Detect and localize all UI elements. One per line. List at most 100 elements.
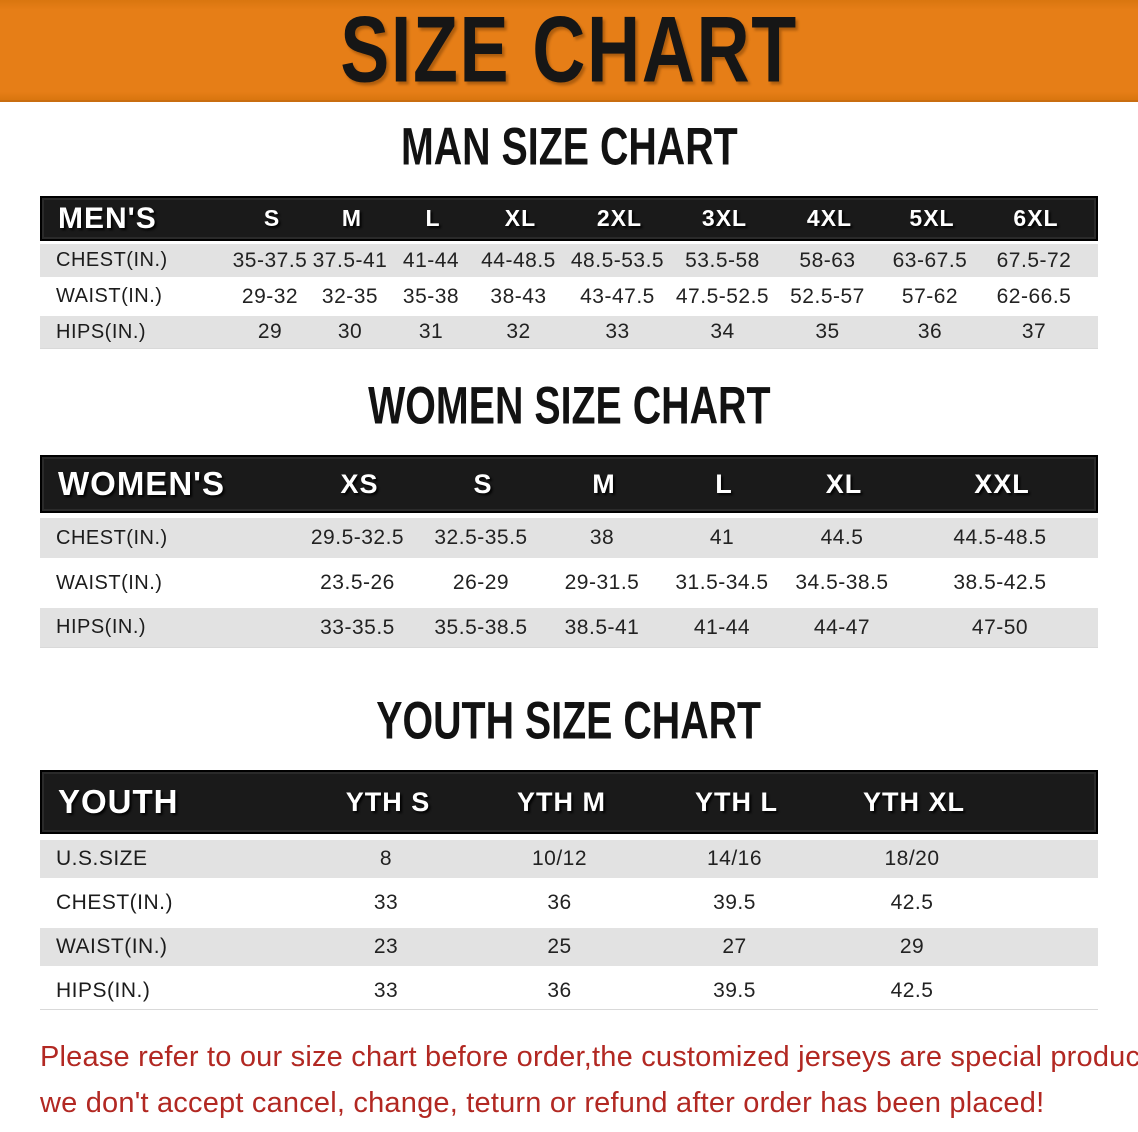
men-size-col-m: M bbox=[341, 205, 363, 231]
cell-value: 43-47.5 bbox=[580, 284, 655, 308]
cell-value: 31 bbox=[418, 320, 444, 343]
cell-value: 27 bbox=[722, 935, 747, 958]
cell-value: 33 bbox=[605, 320, 630, 343]
women-table-header: WOMEN'S XS S M L XL XXL bbox=[40, 455, 1098, 513]
cell-value: 53.5-58 bbox=[685, 248, 760, 272]
cell-value: 39.5 bbox=[713, 891, 756, 914]
cell-value: 18/20 bbox=[884, 847, 940, 870]
cell-value: 35-38 bbox=[402, 284, 460, 308]
youth-size-col-xl: YTH XL bbox=[862, 786, 965, 817]
cell-value: 37 bbox=[1021, 320, 1047, 343]
cell-value: 63-67.5 bbox=[892, 248, 968, 272]
cell-value: 52.5-57 bbox=[790, 284, 865, 308]
footer-notice: Please refer to our size chart before or… bbox=[40, 1034, 1138, 1126]
men-size-col-3xl: 3XL bbox=[701, 205, 748, 231]
cell-value: 29 bbox=[257, 320, 283, 343]
men-corner-label: MEN'S bbox=[58, 201, 157, 235]
row-label: CHEST(IN.) bbox=[56, 891, 173, 914]
cell-value: 44-47 bbox=[813, 615, 871, 639]
cell-value: 39.5 bbox=[713, 978, 756, 1002]
women-heading-text: WOMEN SIZE CHART bbox=[367, 377, 771, 436]
men-size-col-2xl: 2XL bbox=[596, 205, 643, 231]
banner: SIZE CHART bbox=[0, 0, 1138, 102]
youth-section-heading: YOUTH SIZE CHART bbox=[0, 692, 1138, 751]
youth-size-col-s: YTH S bbox=[345, 786, 431, 817]
men-heading-text: MAN SIZE CHART bbox=[400, 118, 738, 177]
youth-size-col-l: YTH L bbox=[695, 786, 778, 817]
cell-value: 10/12 bbox=[531, 847, 588, 870]
cell-value: 48.5-53.5 bbox=[570, 248, 665, 272]
cell-value: 38-43 bbox=[490, 284, 547, 308]
women-size-col-xs: XS bbox=[340, 468, 379, 499]
cell-value: 47.5-52.5 bbox=[675, 284, 770, 308]
youth-ussize-row: U.S.SIZE 8 10/12 14/16 18/20 bbox=[40, 840, 1098, 878]
row-label: WAIST(IN.) bbox=[56, 935, 168, 958]
youth-heading-text: YOUTH SIZE CHART bbox=[376, 692, 762, 751]
row-label: HIPS(IN.) bbox=[56, 616, 147, 638]
women-size-col-l: L bbox=[715, 468, 733, 499]
women-size-col-m: M bbox=[592, 468, 616, 499]
cell-value: 67.5-72 bbox=[996, 248, 1072, 272]
cell-value: 36 bbox=[547, 978, 572, 1002]
cell-value: 36 bbox=[917, 320, 943, 343]
cell-value: 33 bbox=[373, 891, 399, 914]
men-size-col-s: S bbox=[263, 205, 281, 231]
row-label: HIPS(IN.) bbox=[56, 978, 151, 1002]
cell-value: 35-37.5 bbox=[232, 248, 308, 272]
men-size-col-5xl: 5XL bbox=[909, 205, 955, 231]
cell-value: 41-44 bbox=[402, 248, 460, 272]
cell-value: 23 bbox=[373, 935, 399, 958]
cell-value: 14/16 bbox=[706, 847, 763, 870]
women-size-table: WOMEN'S XS S M L XL XXL CHEST(IN.) 29.5-… bbox=[40, 455, 1098, 648]
cell-value: 8 bbox=[379, 847, 393, 870]
cell-value: 44-48.5 bbox=[481, 248, 556, 272]
cell-value: 58-63 bbox=[799, 248, 856, 272]
youth-hips-row: HIPS(IN.) 33 36 39.5 42.5 bbox=[40, 972, 1098, 1010]
cell-value: 35.5-38.5 bbox=[434, 615, 528, 639]
women-size-col-xl: XL bbox=[825, 468, 863, 499]
women-size-col-s: S bbox=[473, 468, 493, 499]
cell-value: 25 bbox=[547, 935, 572, 958]
men-size-col-4xl: 4XL bbox=[806, 205, 853, 231]
women-hips-row: HIPS(IN.) 33-35.5 35.5-38.5 38.5-41 41-4… bbox=[40, 608, 1098, 648]
men-hips-row: HIPS(IN.) 29 30 31 32 33 34 35 36 37 bbox=[40, 316, 1098, 349]
cell-value: 29.5-32.5 bbox=[310, 526, 405, 549]
cell-value: 38.5-42.5 bbox=[953, 571, 1047, 594]
cell-value: 41-44 bbox=[693, 615, 751, 639]
men-size-col-l: L bbox=[425, 205, 441, 231]
cell-value: 62-66.5 bbox=[996, 284, 1072, 308]
cell-value: 29-32 bbox=[241, 284, 299, 308]
cell-value: 33 bbox=[373, 978, 399, 1002]
cell-value: 29 bbox=[899, 935, 925, 958]
row-label: WAIST(IN.) bbox=[56, 285, 163, 307]
men-table-header: MEN'S S M L XL 2XL 3XL 4XL 5XL 6XL bbox=[40, 196, 1098, 241]
page-title: SIZE CHART bbox=[340, 0, 798, 102]
footer-line-1: Please refer to our size chart before or… bbox=[40, 1041, 1138, 1073]
men-chest-row: CHEST(IN.) 35-37.5 37.5-41 41-44 44-48.5… bbox=[40, 244, 1098, 277]
men-section-heading: MAN SIZE CHART bbox=[0, 118, 1138, 177]
cell-value: 47-50 bbox=[971, 615, 1029, 639]
cell-value: 44.5-48.5 bbox=[953, 526, 1047, 549]
men-size-col-xl: XL bbox=[504, 205, 537, 231]
women-waist-row: WAIST(IN.) 23.5-26 26-29 29-31.5 31.5-34… bbox=[40, 563, 1098, 603]
cell-value: 41 bbox=[709, 526, 735, 549]
cell-value: 30 bbox=[337, 320, 363, 343]
cell-value: 33-35.5 bbox=[320, 615, 395, 639]
women-size-col-xxl: XXL bbox=[974, 468, 1030, 499]
cell-value: 38 bbox=[589, 526, 615, 549]
youth-size-col-m: YTH M bbox=[517, 786, 606, 817]
cell-value: 29-31.5 bbox=[564, 571, 640, 594]
footer-line-2: we don't accept cancel, change, teturn o… bbox=[40, 1087, 1045, 1119]
women-chest-row: CHEST(IN.) 29.5-32.5 32.5-35.5 38 41 44.… bbox=[40, 518, 1098, 558]
youth-chest-row: CHEST(IN.) 33 36 39.5 42.5 bbox=[40, 884, 1098, 922]
row-label: HIPS(IN.) bbox=[56, 320, 147, 343]
men-waist-row: WAIST(IN.) 29-32 32-35 35-38 38-43 43-47… bbox=[40, 280, 1098, 313]
row-label: CHEST(IN.) bbox=[56, 526, 168, 549]
men-size-table: MEN'S S M L XL 2XL 3XL 4XL 5XL 6XL CHEST… bbox=[40, 196, 1098, 349]
cell-value: 23.5-26 bbox=[320, 571, 395, 594]
youth-table-header: YOUTH YTH S YTH M YTH L YTH XL bbox=[40, 770, 1098, 834]
cell-value: 42.5 bbox=[890, 978, 934, 1002]
cell-value: 34 bbox=[710, 320, 735, 343]
cell-value: 32-35 bbox=[321, 284, 379, 308]
